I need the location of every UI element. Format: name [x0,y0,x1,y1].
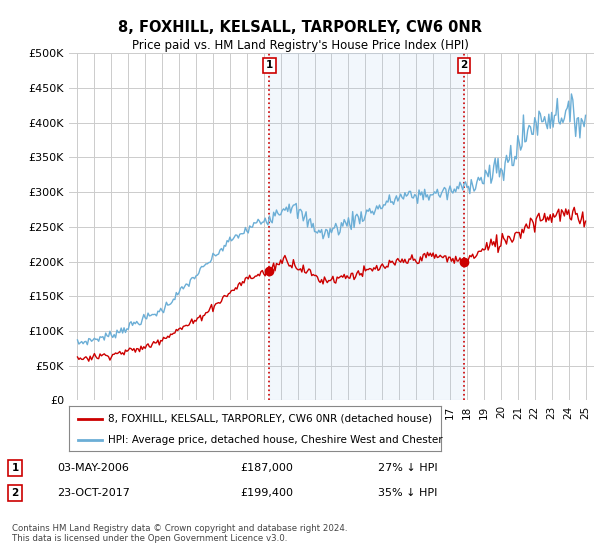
Text: Contains HM Land Registry data © Crown copyright and database right 2024.
This d: Contains HM Land Registry data © Crown c… [12,524,347,543]
Text: 1: 1 [11,463,19,473]
Text: 8, FOXHILL, KELSALL, TARPORLEY, CW6 0NR (detached house): 8, FOXHILL, KELSALL, TARPORLEY, CW6 0NR … [108,413,432,423]
Text: Price paid vs. HM Land Registry's House Price Index (HPI): Price paid vs. HM Land Registry's House … [131,39,469,52]
Bar [269,53,464,400]
Text: 8, FOXHILL, KELSALL, TARPORLEY, CW6 0NR: 8, FOXHILL, KELSALL, TARPORLEY, CW6 0NR [118,20,482,35]
Text: 2: 2 [460,60,467,70]
Text: 35% ↓ HPI: 35% ↓ HPI [378,488,437,498]
Text: 1: 1 [266,60,273,70]
Text: £187,000: £187,000 [240,463,293,473]
Text: £199,400: £199,400 [240,488,293,498]
Text: HPI: Average price, detached house, Cheshire West and Chester: HPI: Average price, detached house, Ches… [108,435,443,445]
Text: 23-OCT-2017: 23-OCT-2017 [57,488,130,498]
Text: 2: 2 [11,488,19,498]
Text: 27% ↓ HPI: 27% ↓ HPI [378,463,437,473]
Text: 03-MAY-2006: 03-MAY-2006 [57,463,129,473]
